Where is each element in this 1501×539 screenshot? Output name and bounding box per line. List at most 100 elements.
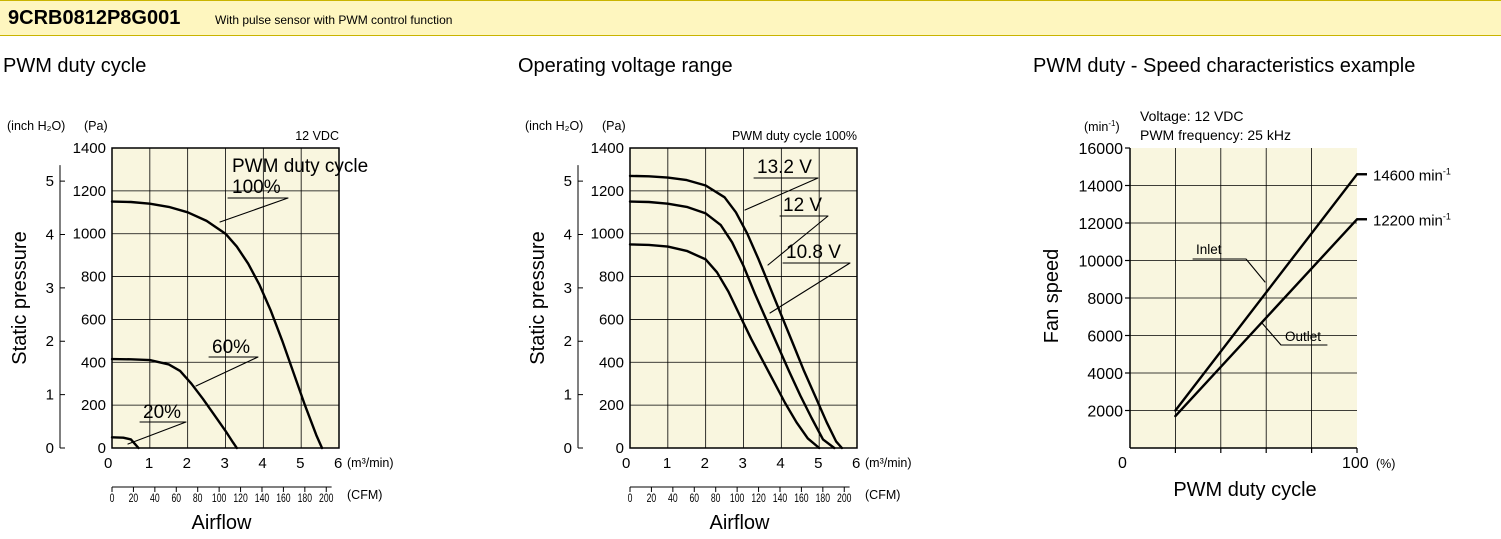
cfm-tick-label: 180	[816, 493, 831, 506]
x-tick-label: 2	[701, 455, 709, 472]
legend-title: PWM duty cycle	[232, 156, 368, 177]
x-tick-label: 2	[183, 455, 191, 472]
x-unit-label: (%)	[1376, 457, 1395, 471]
cfm-tick-label: 140	[773, 493, 788, 506]
y-tick-label: 16000	[1079, 141, 1124, 158]
series-label: 10.8 V	[786, 242, 841, 263]
series-leader	[769, 262, 851, 314]
cfm-tick-label: 160	[794, 493, 809, 506]
y-tick-label: 0	[616, 440, 624, 457]
secondary-tick-label: 4	[564, 226, 572, 243]
chart-title-pwm: PWM duty cycle	[3, 55, 147, 77]
unit-inch-label: (inch H₂O)	[7, 119, 65, 133]
series-end-value: 14600	[1373, 167, 1415, 184]
cfm-tick-label: 80	[193, 493, 203, 506]
y-tick-label: 1200	[591, 183, 624, 200]
x-tick-label: 4	[258, 455, 266, 472]
condition-frequency: PWM frequency: 25 kHz	[1140, 127, 1291, 143]
chart-title-speed: PWM duty - Speed characteristics example	[1033, 55, 1416, 77]
series-leader	[127, 421, 187, 445]
x-axis-title: Airflow	[709, 512, 770, 534]
secondary-tick-label: 3	[46, 280, 54, 297]
secondary-tick-label: 4	[46, 226, 54, 243]
series-line	[110, 436, 140, 450]
y-axis-title: Fan speed	[1041, 249, 1063, 344]
y-tick-label: 8000	[1087, 291, 1123, 308]
series-leader	[219, 197, 289, 223]
y-tick-label: 1000	[591, 226, 624, 243]
condition-voltage: Voltage: 12 VDC	[1140, 108, 1244, 124]
series-label: 20%	[143, 402, 181, 423]
series-end-unit: min	[1419, 167, 1443, 184]
y-tick-label: 1200	[73, 183, 106, 200]
y-tick-label: 10000	[1079, 254, 1124, 271]
secondary-tick-label: 1	[564, 387, 572, 404]
secondary-tick-label: 5	[564, 173, 572, 190]
cfm-tick-label: 20	[647, 493, 657, 506]
model-description: With pulse sensor with PWM control funct…	[215, 13, 453, 27]
x-tick-label: 100	[1342, 455, 1369, 472]
series-line	[1174, 173, 1359, 412]
y-axis-title: Static pressure	[527, 231, 549, 364]
cfm-tick-label: 60	[689, 493, 699, 506]
x-tick-label: 3	[221, 455, 229, 472]
cfm-tick-label: 100	[730, 493, 745, 506]
y-unit-text: (min	[1084, 120, 1108, 134]
series-leader	[767, 215, 829, 266]
y-tick-label: 14000	[1079, 179, 1124, 196]
cfm-tick-label: 60	[171, 493, 181, 506]
secondary-tick-label: 5	[46, 173, 54, 190]
cfm-tick-label: 200	[319, 493, 334, 506]
cfm-tick-label: 40	[150, 493, 160, 506]
unit-pa-label: (Pa)	[602, 119, 626, 133]
series-line	[110, 357, 239, 450]
series-label: Inlet	[1196, 242, 1222, 257]
series-line	[110, 200, 324, 450]
y-tick-label: 200	[81, 397, 106, 414]
secondary-tick-label: 1	[46, 387, 54, 404]
cfm-tick-label: 160	[276, 493, 291, 506]
y-axis-title: Static pressure	[9, 231, 31, 364]
cfm-tick-label: 140	[255, 493, 270, 506]
x-axis-title: Airflow	[191, 512, 252, 534]
series-leader	[744, 177, 819, 211]
cfm-tick-label: 80	[711, 493, 721, 506]
y-tick-label: 6000	[1087, 329, 1123, 346]
cfm-unit-label: (CFM)	[347, 488, 382, 502]
y-unit-close: )	[1115, 120, 1119, 134]
secondary-tick-label: 2	[564, 333, 572, 350]
y-tick-label: 4000	[1087, 366, 1123, 383]
series-label: 100%	[232, 177, 281, 198]
header-band: 9CRB0812P8G001 With pulse sensor with PW…	[0, 0, 1501, 36]
x-tick-label: 6	[334, 455, 342, 472]
cfm-tick-label: 200	[837, 493, 852, 506]
secondary-tick-label: 0	[564, 440, 572, 457]
cfm-tick-label: 0	[110, 493, 115, 506]
series-line	[1174, 218, 1359, 418]
y-tick-label: 1000	[73, 226, 106, 243]
series-end-sup: -1	[1443, 166, 1451, 176]
x-tick-label: 0	[1118, 455, 1127, 472]
y-tick-label: 400	[599, 354, 624, 371]
series-leader	[195, 356, 259, 387]
series-end-unit: min	[1419, 212, 1443, 229]
cfm-tick-label: 40	[668, 493, 678, 506]
x-tick-label: 4	[776, 455, 784, 472]
series-leader	[1261, 322, 1328, 346]
y-tick-label: 1400	[73, 140, 106, 157]
y-tick-label: 600	[81, 311, 106, 328]
y-tick-label: 800	[81, 269, 106, 286]
y-tick-label: 12000	[1079, 216, 1124, 233]
condition-label: 12 VDC	[295, 129, 339, 143]
y-tick-label: 600	[599, 311, 624, 328]
x-unit-label: (m³/min)	[347, 456, 394, 470]
unit-pa-label: (Pa)	[84, 119, 108, 133]
series-label: 12 V	[783, 195, 822, 216]
y-tick-label: 2000	[1087, 404, 1123, 421]
x-axis-title: PWM duty cycle	[1173, 479, 1316, 501]
series-line	[628, 174, 844, 450]
secondary-tick-label: 2	[46, 333, 54, 350]
series-line	[628, 200, 836, 450]
y-tick-label: 1400	[591, 140, 624, 157]
